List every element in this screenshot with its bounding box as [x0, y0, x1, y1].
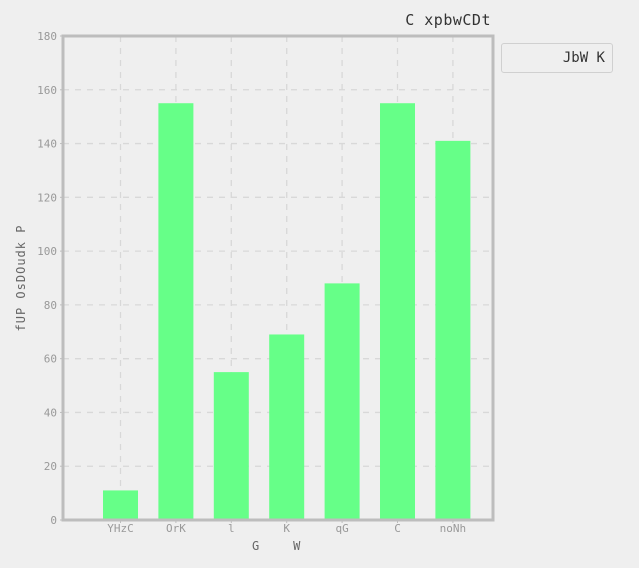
bar — [435, 140, 471, 520]
x-tick-label: l — [228, 522, 235, 535]
bar — [380, 103, 415, 520]
x-tick-label: K — [283, 522, 290, 535]
y-tick-label: 120 — [37, 191, 57, 204]
bar — [158, 103, 194, 520]
x-tick-label: C — [394, 522, 401, 535]
bar — [213, 372, 249, 520]
y-tick-label: 0 — [50, 514, 57, 527]
x-tick-label: OrK — [166, 522, 186, 535]
y-tick-label: 140 — [37, 138, 57, 151]
x-tick-label: YHzC — [107, 522, 134, 535]
y-tick-label: 180 — [37, 30, 57, 43]
y-tick-label: 80 — [44, 299, 57, 312]
x-tick-label: qG — [335, 522, 348, 535]
y-tick-label: 160 — [37, 84, 57, 97]
axes-frame — [61, 34, 495, 522]
x-axis-label: G W — [252, 539, 302, 553]
y-tick-label: 20 — [44, 460, 57, 473]
x-tick-label: noNh — [440, 522, 467, 535]
legend: JbW K — [501, 43, 613, 73]
legend-label: JbW K — [562, 50, 605, 66]
chart-title: C xpbwCDt — [405, 11, 491, 29]
y-tick-label: 60 — [44, 353, 57, 366]
bar — [269, 334, 305, 520]
y-tick-label: 100 — [37, 245, 57, 258]
bar — [103, 490, 138, 520]
bar — [324, 283, 360, 520]
y-tick-label: 40 — [44, 406, 57, 419]
